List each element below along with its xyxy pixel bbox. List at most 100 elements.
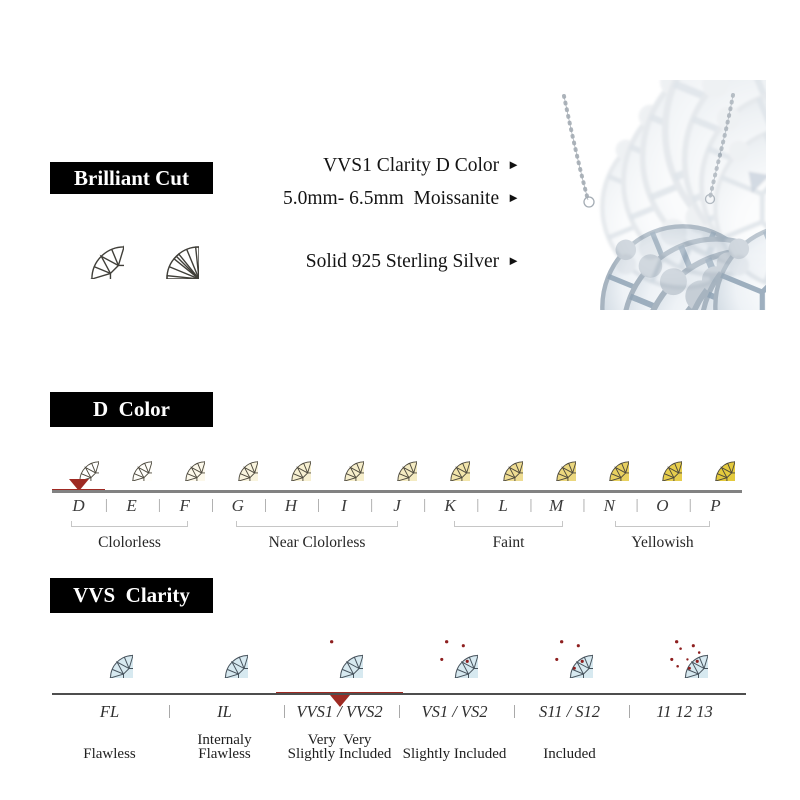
color-grade-cell[interactable]: M | [530, 440, 586, 530]
grade-separator: | [369, 497, 374, 513]
color-grade-cell[interactable]: F | [158, 440, 214, 530]
reflection [602, 80, 766, 289]
grade-separator: | [397, 703, 401, 719]
clarity-scale-line [52, 693, 746, 695]
feature-line: VVS1 Clarity D Color ► [323, 155, 520, 177]
diamond-top-view-icon [589, 441, 629, 481]
group-colorless: Clolorless [71, 521, 188, 552]
diamond-pavilion-view-icon [132, 212, 199, 279]
color-group-brackets: Clolorless Near Clolorless Faint Yellowi… [52, 521, 742, 566]
inclusion-dots [670, 640, 701, 670]
diamond-clarity-icon [201, 631, 248, 678]
clarity-grade-cell[interactable]: S11 / S12 | Included [512, 620, 631, 785]
group-label: Near Clolorless [268, 534, 366, 551]
grade-separator: | [103, 497, 109, 513]
color-grade-letter: F [179, 496, 190, 515]
diamond-top-view-icon [218, 441, 258, 481]
grade-separator: | [627, 703, 631, 719]
group-label: Yellowish [631, 534, 694, 551]
right-pointer-icon: ► [507, 253, 520, 268]
color-grade-letter: I [341, 496, 347, 515]
grade-separator: | [512, 703, 516, 719]
clarity-grade-label: 11 12 13 [656, 702, 713, 721]
clarity-grade-cell[interactable]: IL | Internaly Flawless [167, 620, 286, 785]
color-grade-cell[interactable]: O | [636, 440, 692, 530]
color-grade-cell[interactable]: N | [583, 440, 639, 530]
grade-separator: | [282, 703, 286, 719]
diamond-top-view-icon [112, 441, 152, 481]
color-grade-cell[interactable]: J | [370, 440, 427, 530]
color-grade-cell[interactable]: I | [317, 440, 374, 530]
color-grade-letter: E [126, 496, 137, 515]
clarity-grade-row: FL | Flawless [52, 620, 742, 785]
diamond-top-view-icon [377, 441, 417, 481]
selected-grade-arrow-icon [329, 695, 350, 707]
grade-separator: | [581, 497, 586, 513]
feature-text: Solid 925 Sterling Silver [305, 251, 500, 272]
clarity-desc-bottom: Slightly Included [287, 746, 392, 762]
diamond-top-view-icon [59, 441, 99, 481]
clarity-desc-bottom: Flawless [83, 746, 136, 762]
color-grade-letter: P [710, 496, 721, 515]
clarity-grade-cell[interactable]: 11 12 13 | [627, 620, 742, 785]
clarity-grade-cell[interactable]: FL | Flawless [52, 620, 171, 785]
bracket [236, 521, 398, 527]
inclusion-dots [330, 640, 334, 644]
diamond-top-view-icon [430, 441, 470, 481]
group-label: Clolorless [98, 534, 161, 551]
color-grade-cell[interactable]: P | [689, 440, 742, 530]
feature-text: VVS1 Clarity D Color [323, 155, 500, 176]
clarity-grade-label: VVS1 / VVS2 [296, 702, 383, 721]
color-grade-letter: K [444, 496, 456, 515]
group-near-colorless: Near Clolorless [236, 521, 398, 552]
diamond-top-view-icon [324, 441, 364, 481]
color-grade-row: D | E | F | [52, 440, 742, 530]
diamond-clarity-icon [330, 640, 363, 678]
feature-line: Solid 925 Sterling Silver ► [306, 251, 520, 273]
bracket [615, 521, 710, 527]
group-faint: Faint [454, 521, 563, 552]
grade-separator: | [157, 497, 162, 513]
bracket [71, 521, 188, 527]
color-grade-cell[interactable]: E | [105, 440, 162, 530]
bracket [454, 521, 563, 527]
inclusion-dots [440, 640, 469, 663]
clarity-desc-bottom: Flawless [198, 746, 251, 762]
color-grade-letter: J [393, 496, 401, 515]
vvs-clarity-label: VVS Clarity [50, 578, 213, 613]
color-grade-cell[interactable]: H | [264, 440, 321, 530]
diamond-top-view-icon [695, 441, 735, 481]
clarity-grade-cell[interactable]: VS1 / VS2 | Slightly Included [397, 620, 516, 785]
grade-separator: | [167, 703, 171, 719]
clarity-grade-label: S11 / S12 [538, 702, 601, 721]
color-grade-letter: M [549, 496, 564, 515]
brilliant-cut-label: Brilliant Cut [50, 162, 213, 194]
right-pointer-icon: ► [507, 157, 520, 172]
group-yellowish: Yellowish [615, 521, 710, 552]
selected-grade-arrow-icon [68, 479, 89, 491]
necklace-product-image [562, 80, 766, 310]
right-pointer-icon: ► [507, 190, 520, 205]
grade-separator: | [634, 497, 639, 513]
color-grade-cell[interactable]: K | [424, 440, 480, 530]
clarity-grade-label: VS1 / VS2 [421, 702, 488, 721]
grade-separator: | [475, 497, 480, 513]
d-color-label: D Color [50, 392, 213, 427]
color-grade-letter: O [656, 496, 669, 515]
diamond-top-view-icon [536, 441, 576, 481]
color-grade-cell[interactable]: G | [211, 440, 267, 530]
group-label: Faint [492, 534, 525, 551]
diamond-top-view-icon [642, 441, 682, 481]
grade-separator: | [528, 497, 533, 513]
diamond-clarity-icon [86, 631, 133, 678]
diamond-clarity-icon [670, 640, 708, 678]
clarity-desc-bottom: Slightly Included [402, 746, 507, 762]
inclusion-dots [555, 640, 584, 670]
diamond-top-view-icon [165, 441, 205, 481]
diamond-clarity-icon [555, 640, 593, 678]
grade-separator: | [316, 497, 321, 513]
clarity-grade-cell[interactable]: VVS1 / VVS2 | Very Very Slightly Include… [276, 620, 403, 785]
color-grade-cell[interactable]: D | [52, 440, 109, 530]
color-grade-cell[interactable]: L | [477, 440, 533, 530]
